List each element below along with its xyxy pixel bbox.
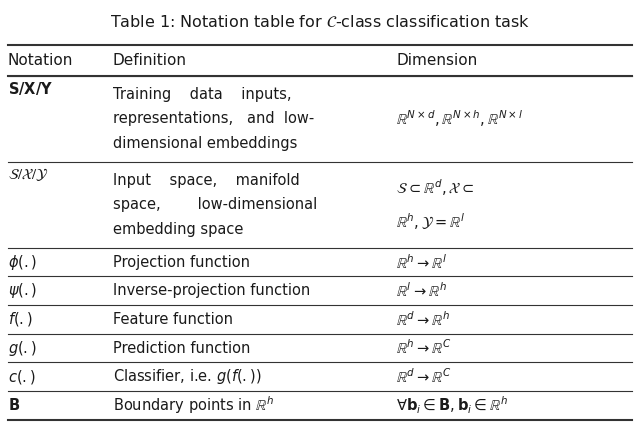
Text: Training    data    inputs,: Training data inputs, xyxy=(113,87,291,102)
Text: Inverse-projection function: Inverse-projection function xyxy=(113,283,310,298)
Text: Definition: Definition xyxy=(113,53,187,68)
Text: Notation: Notation xyxy=(8,53,73,68)
Text: $f(.)$: $f(.)$ xyxy=(8,310,33,329)
Text: $g(.)$: $g(.)$ xyxy=(8,339,36,358)
Text: Dimension: Dimension xyxy=(396,53,477,68)
Text: $\phi(.)$: $\phi(.)$ xyxy=(8,253,37,272)
Text: $\mathbf{S/X/Y}$: $\mathbf{S/X/Y}$ xyxy=(8,80,53,97)
Text: Feature function: Feature function xyxy=(113,312,233,327)
Text: $\mathbb{R}^{l} \rightarrow \mathbb{R}^{h}$: $\mathbb{R}^{l} \rightarrow \mathbb{R}^{… xyxy=(396,282,447,300)
Text: Projection function: Projection function xyxy=(113,255,250,270)
Text: $\mathcal{S} \subset \mathbb{R}^{d}, \mathcal{X} \subset$: $\mathcal{S} \subset \mathbb{R}^{d}, \ma… xyxy=(396,178,475,198)
Text: Table 1: Notation table for $\mathcal{C}$-class classification task: Table 1: Notation table for $\mathcal{C}… xyxy=(110,14,530,30)
Text: Input    space,    manifold: Input space, manifold xyxy=(113,173,300,188)
Text: $\mathbb{R}^{d} \rightarrow \mathbb{R}^{h}$: $\mathbb{R}^{d} \rightarrow \mathbb{R}^{… xyxy=(396,310,451,329)
Text: $\psi(.)$: $\psi(.)$ xyxy=(8,281,37,300)
Text: $\mathbb{R}^{N\times d}, \mathbb{R}^{N\times h}, \mathbb{R}^{N\times l}$: $\mathbb{R}^{N\times d}, \mathbb{R}^{N\t… xyxy=(396,108,524,129)
Text: space,        low-dimensional: space, low-dimensional xyxy=(113,197,317,212)
Text: $\mathbb{R}^{h} \rightarrow \mathbb{R}^{l}$: $\mathbb{R}^{h} \rightarrow \mathbb{R}^{… xyxy=(396,253,448,272)
Text: embedding space: embedding space xyxy=(113,222,243,237)
Text: $\forall \mathbf{b}_{i} \in \mathbf{B}, \mathbf{b}_{i} \in \mathbb{R}^{h}$: $\forall \mathbf{b}_{i} \in \mathbf{B}, … xyxy=(396,395,509,416)
Text: Boundary points in $\mathbb{R}^{h}$: Boundary points in $\mathbb{R}^{h}$ xyxy=(113,395,275,416)
Text: Classifier, i.e. $g(f(.))$: Classifier, i.e. $g(f(.))$ xyxy=(113,367,261,386)
Text: $c(.)$: $c(.)$ xyxy=(8,368,35,386)
Text: $\mathcal{S/X/Y}$: $\mathcal{S/X/Y}$ xyxy=(8,166,49,183)
Text: dimensional embeddings: dimensional embeddings xyxy=(113,136,297,151)
Text: Prediction function: Prediction function xyxy=(113,341,250,355)
Text: $\mathbb{R}^{h}, \mathcal{Y} = \mathbb{R}^{l}$: $\mathbb{R}^{h}, \mathcal{Y} = \mathbb{R… xyxy=(396,212,466,233)
Text: $\mathbb{R}^{h} \rightarrow \mathbb{R}^{C}$: $\mathbb{R}^{h} \rightarrow \mathbb{R}^{… xyxy=(396,339,452,358)
Text: representations,   and  low-: representations, and low- xyxy=(113,112,314,126)
Text: $\mathbf{B}$: $\mathbf{B}$ xyxy=(8,398,20,413)
Text: $\mathbb{R}^{d} \rightarrow \mathbb{R}^{C}$: $\mathbb{R}^{d} \rightarrow \mathbb{R}^{… xyxy=(396,367,452,386)
